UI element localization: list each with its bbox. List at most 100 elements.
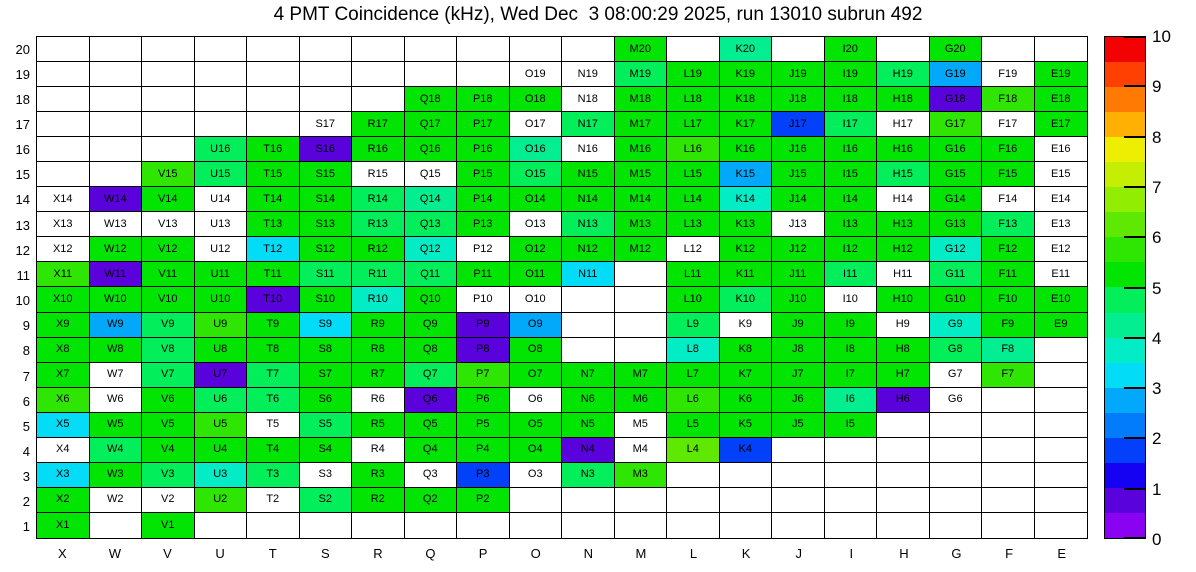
heatmap-cell: U9 [194,312,247,338]
heatmap-cell: U2 [194,487,247,513]
heatmap-cell: J13 [772,212,825,238]
heatmap-cell-empty [562,337,615,363]
heatmap-cell-empty [457,512,510,538]
heatmap-cell: U11 [194,262,247,288]
heatmap-cell-empty [1034,462,1087,488]
heatmap-cell-empty [299,37,352,63]
heatmap-cell: S7 [299,362,352,388]
x-axis-tick-label: U [215,546,225,561]
heatmap-cell: X4 [37,437,90,463]
heatmap-cell: S10 [299,287,352,313]
heatmap-cell: J7 [772,362,825,388]
heatmap-cell: T14 [247,187,300,213]
heatmap-cell: F15 [982,162,1035,188]
heatmap-cell-empty [89,62,142,88]
heatmap-cell: G19 [929,62,982,88]
heatmap-cell: W9 [89,312,142,338]
heatmap-cell: P11 [457,262,510,288]
heatmap-cell: I11 [824,262,877,288]
heatmap-cell-empty [37,137,90,163]
heatmap-cell-empty [1034,387,1087,413]
heatmap-cell: H9 [877,312,930,338]
heatmap-cell: K7 [719,362,772,388]
heatmap-cell: X11 [37,262,90,288]
heatmap-cell: J9 [772,312,825,338]
heatmap-cell-empty [37,87,90,113]
heatmap-cell-empty [142,62,195,88]
heatmap-cell: X13 [37,212,90,238]
heatmap-cell: G14 [929,187,982,213]
heatmap-cell: R4 [352,437,405,463]
colorbar-band [1105,462,1145,488]
heatmap-cell-empty [824,462,877,488]
heatmap-cell: V5 [142,412,195,438]
heatmap-cell-empty [1034,412,1087,438]
heatmap-cell: O15 [509,162,562,188]
heatmap-cell: L10 [667,287,720,313]
y-axis-tick-label: 20 [15,41,30,57]
heatmap-cell-empty [1034,487,1087,513]
y-axis-tick-label: 13 [15,217,30,233]
x-axis-tick-label: O [530,546,541,561]
heatmap-cell-empty [194,512,247,538]
heatmap-cell: G18 [929,87,982,113]
heatmap-cell: I16 [824,137,877,163]
heatmap-cell: T5 [247,412,300,438]
heatmap-cell: M18 [614,87,667,113]
heatmap-cell: M19 [614,62,667,88]
heatmap-cell: U3 [194,462,247,488]
heatmap-cell: W10 [89,287,142,313]
heatmap-cell: N7 [562,362,615,388]
heatmap-cell: K10 [719,287,772,313]
heatmap-grid: M20 K20 I20 G20 O19 N19 M19 L19 K19 J19 I19 H19 G19 F… [36,36,1088,539]
heatmap-cell: X2 [37,487,90,513]
heatmap-cell: V15 [142,162,195,188]
y-axis-tick-label: 9 [22,318,30,334]
heatmap-cell: J18 [772,87,825,113]
heatmap-cell: U14 [194,187,247,213]
heatmap-cell: V11 [142,262,195,288]
heatmap-cell-empty [929,512,982,538]
heatmap-cell: F11 [982,262,1035,288]
heatmap-cell: N6 [562,387,615,413]
heatmap-cell: I12 [824,237,877,263]
heatmap-cell: V4 [142,437,195,463]
heatmap-cell: I19 [824,62,877,88]
x-axis-tick-label: X [57,546,67,561]
heatmap-cell: H14 [877,187,930,213]
heatmap-cell-empty [142,112,195,138]
heatmap-cell-empty [824,437,877,463]
heatmap-cell: R10 [352,287,405,313]
heatmap-cell: H10 [877,287,930,313]
colorbar-tick-mark [1124,85,1145,88]
heatmap-cell: J15 [772,162,825,188]
heatmap-cell: U16 [194,137,247,163]
heatmap-cell: H13 [877,212,930,238]
heatmap-cell: S8 [299,337,352,363]
heatmap-cell: W12 [89,237,142,263]
heatmap-cell: Q11 [404,262,457,288]
heatmap-cell: G15 [929,162,982,188]
colorbar-tick-mark [1124,236,1145,239]
heatmap-cell: J19 [772,62,825,88]
heatmap-cell-empty [142,87,195,113]
heatmap-cell: N17 [562,112,615,138]
heatmap-cell: N13 [562,212,615,238]
heatmap-cell: L18 [667,87,720,113]
y-axis-tick-label: 15 [15,167,30,183]
heatmap-cell: S3 [299,462,352,488]
x-axis-tick-label: H [899,546,909,561]
heatmap-cell-empty [1034,37,1087,63]
heatmap-cell: K16 [719,137,772,163]
heatmap-cell: E9 [1034,312,1087,338]
heatmap-cell: J8 [772,337,825,363]
heatmap-cell: X5 [37,412,90,438]
heatmap-cell: E10 [1034,287,1087,313]
heatmap-cell: K11 [719,262,772,288]
heatmap-cell-empty [982,387,1035,413]
heatmap-cell: Q6 [404,387,457,413]
heatmap-cell: I6 [824,387,877,413]
heatmap-cell: R13 [352,212,405,238]
heatmap-cell-empty [89,37,142,63]
heatmap-cell-empty [667,512,720,538]
